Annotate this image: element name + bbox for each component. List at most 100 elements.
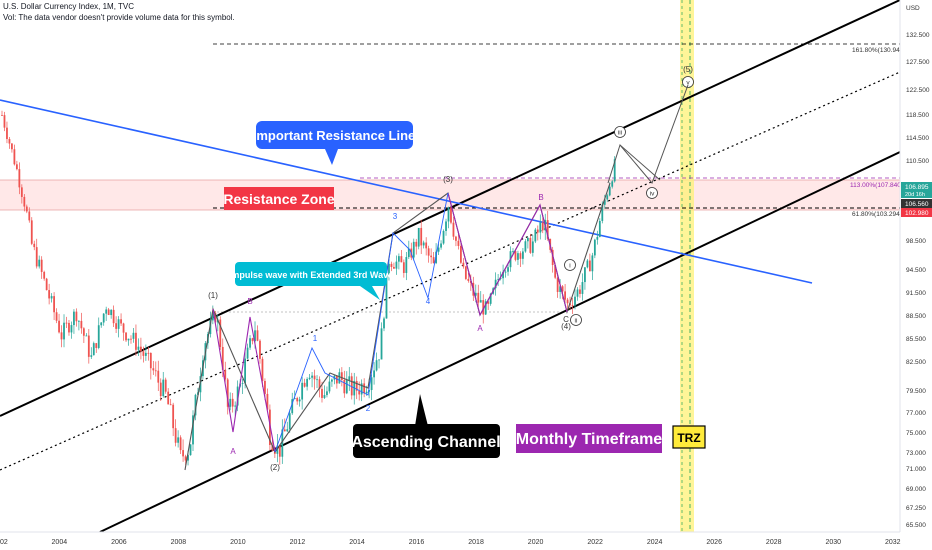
candle-body xyxy=(234,405,237,407)
candle-body xyxy=(105,309,108,314)
price-tag-countdown: 20d 16h xyxy=(905,192,925,198)
candle-body xyxy=(152,368,155,371)
important-resistance-callout: Important Resistance Line xyxy=(253,121,415,165)
candle-body xyxy=(477,292,480,303)
time-tick-label: 2010 xyxy=(230,539,246,546)
candle-body xyxy=(576,289,579,297)
candle-body xyxy=(236,386,239,406)
price-axis-panel[interactable] xyxy=(900,0,932,550)
candle-body xyxy=(323,395,326,398)
price-tick-label: 118.500 xyxy=(906,112,929,119)
candle-body xyxy=(489,293,492,304)
minor-i-label-circle xyxy=(564,259,576,271)
candle-body xyxy=(65,322,68,324)
candle-body xyxy=(474,292,477,296)
time-tick-label: 2016 xyxy=(409,539,425,546)
candle-body xyxy=(125,332,127,341)
fib-113-label: 113.00%(107.840) xyxy=(850,182,903,189)
subwave-1-label: 1 xyxy=(313,334,318,343)
abc-correction-1 xyxy=(212,308,276,453)
candle-body xyxy=(35,247,38,267)
candle-body xyxy=(338,372,341,384)
candle-body xyxy=(596,236,599,240)
correction-b2-label: B xyxy=(538,193,543,202)
price-tick-label: 67.250 xyxy=(906,505,926,512)
candle-body xyxy=(497,278,500,280)
candle-body xyxy=(53,296,55,313)
trz-label: TRZ xyxy=(677,431,700,445)
time-tick-label: 2026 xyxy=(706,539,722,546)
candle-body xyxy=(539,222,542,233)
candle-body xyxy=(318,379,321,389)
candle-body xyxy=(50,296,53,299)
candle-body xyxy=(494,279,497,289)
candle-body xyxy=(499,278,502,280)
minor-iii-label: iii xyxy=(618,130,622,137)
candle-body xyxy=(514,251,517,260)
candle-body xyxy=(534,229,537,242)
resistance-trend-line xyxy=(0,99,813,284)
candle-body xyxy=(211,312,214,321)
candle-body xyxy=(584,267,586,283)
time-tick-label: 2018 xyxy=(468,539,484,546)
candle-body xyxy=(224,369,227,380)
candle-body xyxy=(122,323,125,333)
candle-body xyxy=(90,355,93,357)
candle-body xyxy=(15,164,18,170)
candle-body xyxy=(561,286,564,292)
time-tick-label: 2012 xyxy=(290,539,306,546)
minor-iv-label: iv xyxy=(650,191,655,198)
candle-body xyxy=(164,379,167,392)
candle-body xyxy=(531,241,534,253)
candle-body xyxy=(231,398,234,407)
candle-body xyxy=(378,359,380,361)
candle-body xyxy=(383,318,385,329)
candle-body xyxy=(115,323,118,329)
candle-body xyxy=(219,319,222,347)
candle-body xyxy=(149,352,152,369)
trz-callout: TRZ xyxy=(672,425,706,449)
candle-body xyxy=(482,300,485,315)
candle-body xyxy=(326,391,328,396)
candle-body xyxy=(301,382,304,400)
candle-body xyxy=(110,309,113,316)
candle-body xyxy=(368,390,371,392)
candle-body xyxy=(397,256,400,262)
candle-body xyxy=(40,259,43,272)
candle-body xyxy=(450,207,452,223)
candle-body xyxy=(504,271,507,273)
candle-body xyxy=(214,312,217,323)
candle-body xyxy=(187,455,189,461)
candle-body xyxy=(586,260,589,268)
time-axis-panel[interactable] xyxy=(0,532,932,550)
candle-body xyxy=(467,278,470,281)
price-tag-value: 106.560 xyxy=(905,201,929,208)
candle-body xyxy=(281,429,284,457)
time-tick-label: 2022 xyxy=(587,539,603,546)
candle-body xyxy=(487,301,490,304)
candle-body xyxy=(507,267,509,272)
candle-body xyxy=(316,379,318,381)
candle-body xyxy=(598,220,601,237)
candle-body xyxy=(331,379,333,382)
candle-body xyxy=(85,335,88,337)
price-tick-label: 69.000 xyxy=(906,486,926,493)
candle-body xyxy=(189,444,192,456)
candle-body xyxy=(328,381,331,392)
candle-body xyxy=(229,398,232,407)
candle-body xyxy=(3,115,6,128)
price-candles xyxy=(1,110,616,466)
candle-body xyxy=(522,251,524,259)
candle-body xyxy=(388,263,390,275)
candle-body xyxy=(77,320,80,322)
minor-ii-label: ii xyxy=(575,318,578,325)
candle-body xyxy=(271,444,274,451)
candle-body xyxy=(179,437,182,451)
projected-wave-branch xyxy=(619,144,661,181)
abc-correction-2 xyxy=(447,192,568,317)
candle-body xyxy=(400,256,403,263)
candle-body xyxy=(358,390,361,395)
candle-body xyxy=(390,263,393,267)
